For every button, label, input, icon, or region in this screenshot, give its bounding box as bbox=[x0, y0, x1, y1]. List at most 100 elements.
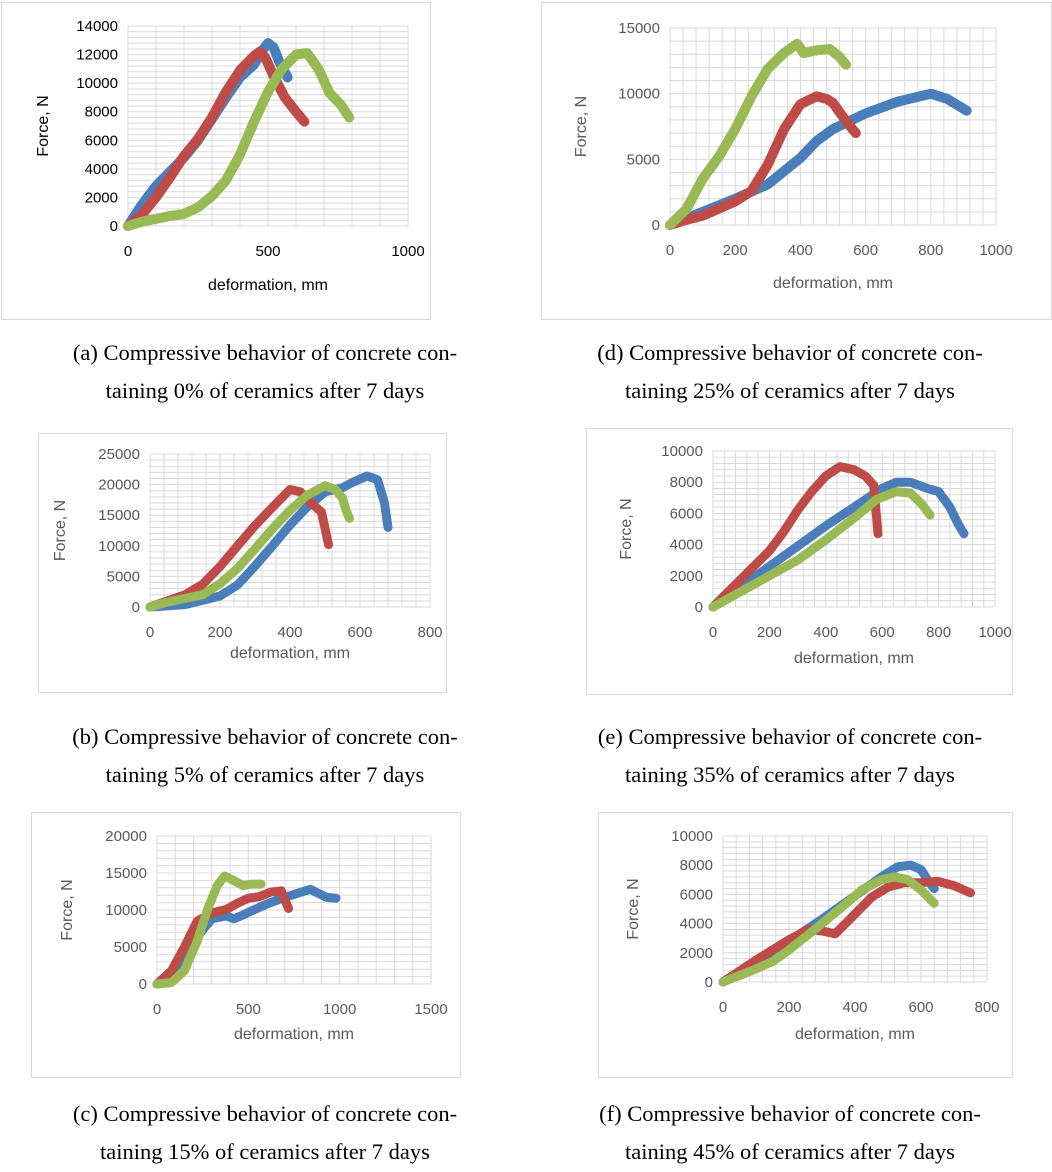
y-tick-label: 10000 bbox=[76, 75, 118, 92]
x-tick-label: 0 bbox=[709, 624, 717, 641]
x-tick-label: 0 bbox=[666, 242, 674, 259]
y-tick-label: 0 bbox=[132, 599, 140, 616]
x-tick-label: 800 bbox=[918, 242, 943, 259]
y-axis-label: Force, N bbox=[625, 878, 642, 939]
x-tick-label: 800 bbox=[417, 624, 442, 641]
y-tick-label: 6000 bbox=[85, 132, 118, 149]
caption-c-line-1: (c) Compressive behavior of concrete con… bbox=[72, 1101, 458, 1126]
y-tick-label: 0 bbox=[695, 599, 703, 616]
chart-panel-b: 0 5000 10000 15000 20000 25000 0 200 400 600 800 de… bbox=[38, 433, 447, 693]
chart-b: 0 5000 10000 15000 20000 25000 0 200 400 600 800 de… bbox=[52, 446, 443, 662]
series-line-blue bbox=[708, 477, 969, 612]
x-axis-label: deformation, mm bbox=[795, 1026, 915, 1043]
chart-e: 0 2000 4000 6000 8000 10000 0 200 400 600 800 1000 d… bbox=[618, 443, 1012, 667]
chart-panel-f: 0 2000 4000 6000 8000 10000 0 200 400 600 800 defor… bbox=[598, 812, 1013, 1078]
chart-a: 0 2000 4000 6000 8000 10000 12000 14000 0 500 1000… bbox=[35, 18, 425, 294]
y-tick-label: 20000 bbox=[105, 828, 147, 845]
x-axis-label: deformation, mm bbox=[208, 277, 328, 294]
x-tick-label: 800 bbox=[926, 624, 951, 641]
caption-d-line-1: (d) Compressive behavior of concrete con… bbox=[597, 340, 983, 365]
y-tick-label: 5000 bbox=[627, 151, 660, 168]
x-axis-label: deformation, mm bbox=[794, 650, 914, 667]
series-line-red bbox=[152, 886, 293, 989]
x-tick-label: 1500 bbox=[414, 1001, 447, 1018]
x-tick-label: 0 bbox=[124, 243, 132, 260]
series-line-green bbox=[145, 481, 354, 612]
series-line-red bbox=[718, 876, 975, 987]
y-tick-label: 10000 bbox=[661, 443, 703, 460]
y-tick-label: 2000 bbox=[680, 945, 713, 962]
series-line-green bbox=[708, 487, 935, 612]
series-line-green bbox=[665, 38, 851, 230]
x-tick-label: 400 bbox=[277, 624, 302, 641]
x-tick-label: 0 bbox=[146, 624, 154, 641]
caption-e-line-1: (e) Compressive behavior of concrete con… bbox=[597, 724, 983, 749]
x-tick-label: 1000 bbox=[391, 243, 424, 260]
y-tick-label: 14000 bbox=[76, 18, 118, 35]
caption-e-line-2: taining 35% of ceramics after 7 days bbox=[625, 762, 955, 787]
y-tick-label: 5000 bbox=[114, 939, 147, 956]
x-tick-label: 200 bbox=[776, 999, 801, 1016]
y-axis-label: Force, N bbox=[573, 96, 590, 157]
caption-f-line-1: (f) Compressive behavior of concrete con… bbox=[599, 1101, 981, 1126]
y-tick-label: 20000 bbox=[98, 477, 140, 494]
gridlines bbox=[722, 835, 988, 983]
caption-b-line-1: (b) Compressive behavior of concrete con… bbox=[72, 724, 458, 749]
y-tick-label: 6000 bbox=[680, 886, 713, 903]
caption-c: (c) Compressive behavior of concrete con… bbox=[2, 1095, 528, 1171]
y-tick-label: 2000 bbox=[85, 189, 118, 206]
y-tick-label: 8000 bbox=[670, 474, 703, 491]
x-axis-label: deformation, mm bbox=[234, 1026, 354, 1043]
y-axis-label: Force, N bbox=[59, 879, 76, 940]
y-tick-label: 0 bbox=[652, 217, 660, 234]
chart-panel-e: 0 2000 4000 6000 8000 10000 0 200 400 600 800 1000 d… bbox=[586, 428, 1013, 695]
x-tick-label: 400 bbox=[813, 624, 838, 641]
y-tick-label: 4000 bbox=[670, 537, 703, 554]
caption-c-line-2: taining 15% of ceramics after 7 days bbox=[100, 1139, 430, 1164]
y-axis-label: Force, N bbox=[52, 500, 69, 561]
y-tick-label: 15000 bbox=[98, 507, 140, 524]
x-tick-label: 400 bbox=[788, 242, 813, 259]
chart-d: 0 5000 10000 15000 0 200 400 600 800 1000 deformat… bbox=[573, 20, 1013, 292]
x-tick-label: 1000 bbox=[978, 624, 1011, 641]
y-axis-label: Force, N bbox=[618, 498, 635, 559]
caption-e: (e) Compressive behavior of concrete con… bbox=[528, 718, 1052, 794]
y-tick-label: 10000 bbox=[98, 538, 140, 555]
y-tick-label: 25000 bbox=[98, 446, 140, 463]
x-tick-label: 600 bbox=[908, 999, 933, 1016]
x-tick-label: 500 bbox=[255, 243, 280, 260]
caption-f-line-2: taining 45% of ceramics after 7 days bbox=[625, 1139, 955, 1164]
x-tick-label: 1000 bbox=[979, 242, 1012, 259]
y-tick-label: 0 bbox=[705, 974, 713, 991]
series-line-red bbox=[708, 462, 883, 612]
caption-b: (b) Compressive behavior of concrete con… bbox=[2, 718, 528, 794]
x-tick-label: 600 bbox=[853, 242, 878, 259]
x-tick-label: 200 bbox=[757, 624, 782, 641]
series-line-red bbox=[123, 46, 310, 231]
x-tick-label: 0 bbox=[153, 1001, 161, 1018]
series-line-green bbox=[718, 872, 939, 987]
y-tick-label: 10000 bbox=[105, 902, 147, 919]
y-tick-label: 0 bbox=[139, 976, 147, 993]
gridlines bbox=[156, 835, 432, 985]
y-tick-label: 8000 bbox=[85, 104, 118, 121]
x-tick-label: 600 bbox=[870, 624, 895, 641]
y-tick-label: 4000 bbox=[85, 161, 118, 178]
gridlines bbox=[149, 453, 431, 608]
y-tick-label: 2000 bbox=[670, 568, 703, 585]
y-tick-label: 4000 bbox=[680, 916, 713, 933]
y-tick-label: 6000 bbox=[670, 505, 703, 522]
caption-d-line-2: taining 25% of ceramics after 7 days bbox=[625, 378, 955, 403]
chart-c: 0 5000 10000 15000 20000 0 500 1000 1500 deformat… bbox=[59, 828, 448, 1043]
y-tick-label: 10000 bbox=[618, 86, 660, 103]
x-tick-label: 400 bbox=[842, 999, 867, 1016]
x-tick-label: 600 bbox=[347, 624, 372, 641]
x-tick-label: 500 bbox=[236, 1001, 261, 1018]
series-line-blue bbox=[145, 471, 393, 612]
x-tick-label: 1000 bbox=[323, 1001, 356, 1018]
x-axis-label: deformation, mm bbox=[773, 275, 893, 292]
y-tick-label: 5000 bbox=[107, 568, 140, 585]
y-tick-label: 8000 bbox=[680, 857, 713, 874]
chart-panel-a: 0 2000 4000 6000 8000 10000 12000 14000 0 500 1000… bbox=[1, 2, 431, 320]
x-tick-label: 0 bbox=[719, 999, 727, 1016]
